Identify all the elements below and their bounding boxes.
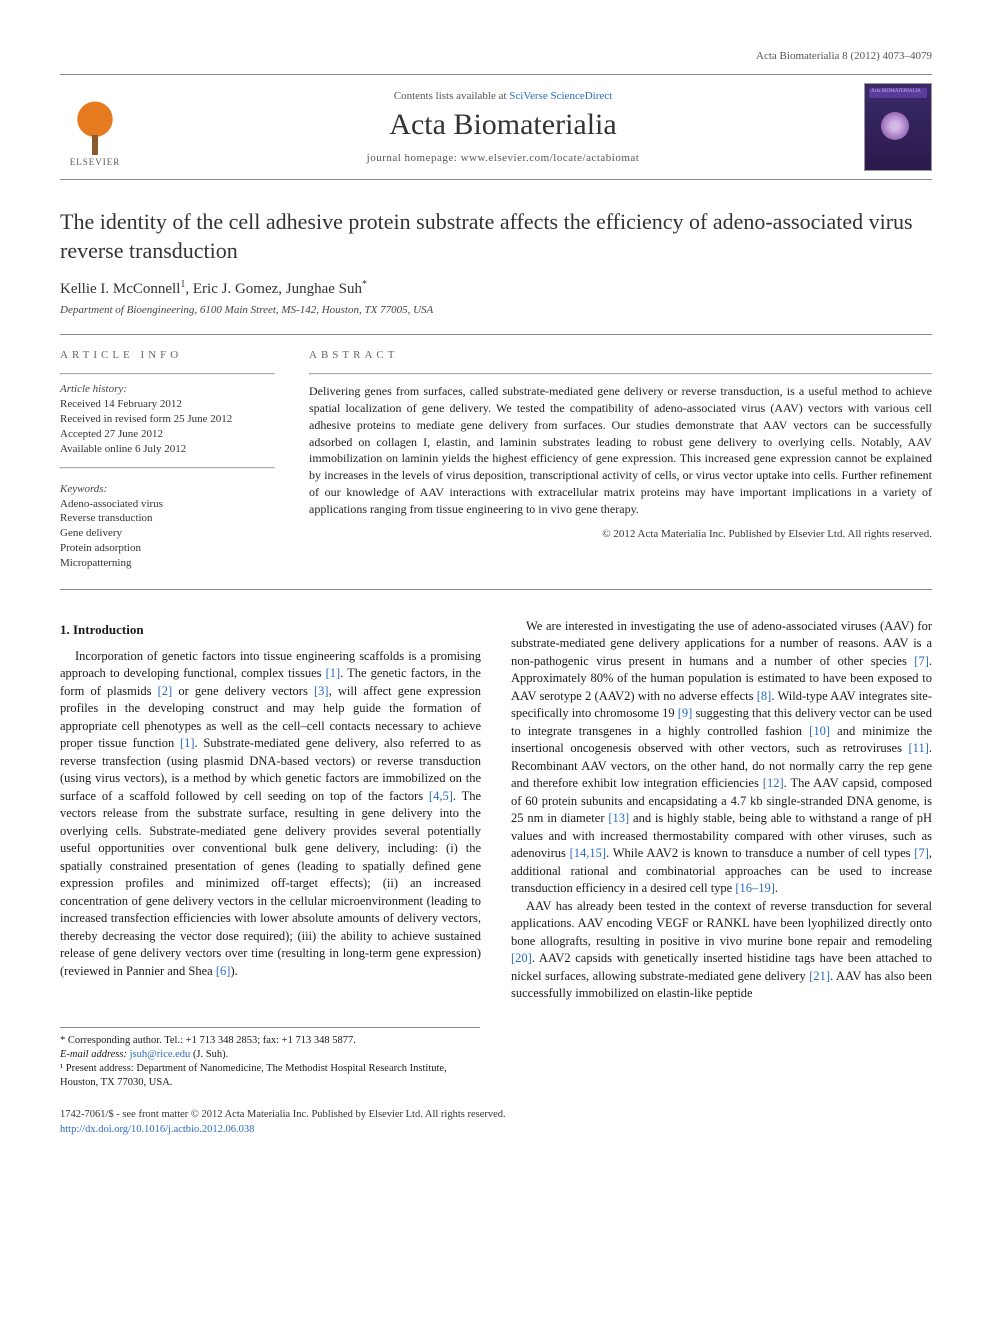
- cover-title-text: Acta BIOMATERIALIA: [871, 89, 921, 94]
- citation-ref[interactable]: [8]: [757, 689, 772, 703]
- citation-ref[interactable]: [7]: [914, 846, 929, 860]
- bottom-bar: 1742-7061/$ - see front matter © 2012 Ac…: [60, 1108, 932, 1136]
- author-3: Junghae Suh: [286, 281, 362, 297]
- masthead-center: Contents lists available at SciVerse Sci…: [142, 90, 864, 164]
- corresponding-author-note: * Corresponding author. Tel.: +1 713 348…: [60, 1034, 480, 1048]
- doi-link[interactable]: http://dx.doi.org/10.1016/j.actbio.2012.…: [60, 1123, 932, 1137]
- citation-ref[interactable]: [6]: [216, 964, 231, 978]
- abstract-rule: [309, 373, 932, 375]
- citation-ref[interactable]: [3]: [314, 684, 329, 698]
- body-paragraph-2: We are interested in investigating the u…: [511, 618, 932, 898]
- author-3-marker: *: [362, 279, 367, 290]
- email-suffix: (J. Suh).: [190, 1049, 228, 1060]
- citation-ref[interactable]: [10]: [809, 724, 830, 738]
- info-rule-2: [60, 467, 275, 469]
- footnotes-block: * Corresponding author. Tel.: +1 713 348…: [60, 1027, 480, 1091]
- keyword-1: Adeno-associated virus: [60, 497, 275, 512]
- publisher-name: ELSEVIER: [70, 157, 121, 167]
- citation-ref[interactable]: [9]: [678, 706, 693, 720]
- citation-ref[interactable]: [1]: [180, 736, 195, 750]
- divider-bottom: [60, 589, 932, 590]
- affiliation: Department of Bioengineering, 6100 Main …: [60, 304, 932, 316]
- running-head: Acta Biomaterialia 8 (2012) 4073–4079: [60, 50, 932, 62]
- citation-ref[interactable]: [14,15]: [570, 846, 606, 860]
- contents-available-line: Contents lists available at SciVerse Sci…: [142, 90, 864, 102]
- author-2: Eric J. Gomez: [193, 281, 278, 297]
- citation-ref[interactable]: [4,5]: [429, 789, 453, 803]
- history-accepted: Accepted 27 June 2012: [60, 427, 275, 442]
- abstract-copyright: © 2012 Acta Materialia Inc. Published by…: [309, 528, 932, 540]
- history-label: Article history:: [60, 383, 275, 395]
- sciencedirect-link[interactable]: SciVerse ScienceDirect: [509, 90, 612, 102]
- contents-prefix: Contents lists available at: [394, 90, 509, 102]
- journal-name: Acta Biomaterialia: [142, 108, 864, 142]
- section-1-heading: 1. Introduction: [60, 622, 481, 638]
- email-link[interactable]: jsuh@rice.edu: [130, 1049, 191, 1060]
- citation-ref[interactable]: [21]: [809, 969, 830, 983]
- info-abstract-row: ARTICLE INFO Article history: Received 1…: [60, 335, 932, 589]
- journal-cover-thumbnail: Acta BIOMATERIALIA: [864, 83, 932, 171]
- issn-copyright-line: 1742-7061/$ - see front matter © 2012 Ac…: [60, 1108, 932, 1122]
- homepage-url[interactable]: www.elsevier.com/locate/actabiomat: [461, 152, 640, 164]
- citation-ref[interactable]: [12]: [763, 776, 784, 790]
- journal-homepage-line: journal homepage: www.elsevier.com/locat…: [142, 152, 864, 164]
- masthead: ELSEVIER Contents lists available at Sci…: [60, 74, 932, 180]
- author-1-marker: 1: [180, 279, 185, 290]
- history-received: Received 14 February 2012: [60, 397, 275, 412]
- body-paragraph-1: Incorporation of genetic factors into ti…: [60, 648, 481, 981]
- body-paragraph-3: AAV has already been tested in the conte…: [511, 898, 932, 1003]
- homepage-prefix: journal homepage:: [367, 152, 461, 164]
- keywords-label: Keywords:: [60, 483, 275, 495]
- elsevier-tree-icon: [70, 100, 120, 155]
- history-revised: Received in revised form 25 June 2012: [60, 412, 275, 427]
- article-info-label: ARTICLE INFO: [60, 349, 275, 361]
- abstract-text: Delivering genes from surfaces, called s…: [309, 383, 932, 517]
- citation-ref[interactable]: [16–19]: [735, 881, 775, 895]
- keyword-2: Reverse transduction: [60, 511, 275, 526]
- citation-ref[interactable]: [1]: [326, 666, 341, 680]
- citation-ref[interactable]: [7]: [914, 654, 929, 668]
- email-label: E-mail address:: [60, 1049, 130, 1060]
- abstract-column: ABSTRACT Delivering genes from surfaces,…: [309, 349, 932, 571]
- history-online: Available online 6 July 2012: [60, 442, 275, 457]
- info-rule-1: [60, 373, 275, 375]
- email-line: E-mail address: jsuh@rice.edu (J. Suh).: [60, 1048, 480, 1062]
- citation-ref[interactable]: [2]: [158, 684, 173, 698]
- page-root: Acta Biomaterialia 8 (2012) 4073–4079 EL…: [0, 0, 992, 1177]
- abstract-label: ABSTRACT: [309, 349, 932, 361]
- body-two-column: 1. Introduction Incorporation of genetic…: [60, 618, 932, 1003]
- present-address-note: ¹ Present address: Department of Nanomed…: [60, 1062, 480, 1090]
- article-info-column: ARTICLE INFO Article history: Received 1…: [60, 349, 275, 571]
- keyword-5: Micropatterning: [60, 556, 275, 571]
- author-list: Kellie I. McConnell1, Eric J. Gomez, Jun…: [60, 279, 932, 298]
- citation-ref[interactable]: [11]: [909, 741, 929, 755]
- citation-ref[interactable]: [20]: [511, 951, 532, 965]
- elsevier-logo: ELSEVIER: [60, 87, 130, 167]
- keyword-3: Gene delivery: [60, 526, 275, 541]
- article-title: The identity of the cell adhesive protei…: [60, 208, 932, 265]
- citation-ref[interactable]: [13]: [608, 811, 629, 825]
- author-1: Kellie I. McConnell: [60, 281, 180, 297]
- keyword-4: Protein adsorption: [60, 541, 275, 556]
